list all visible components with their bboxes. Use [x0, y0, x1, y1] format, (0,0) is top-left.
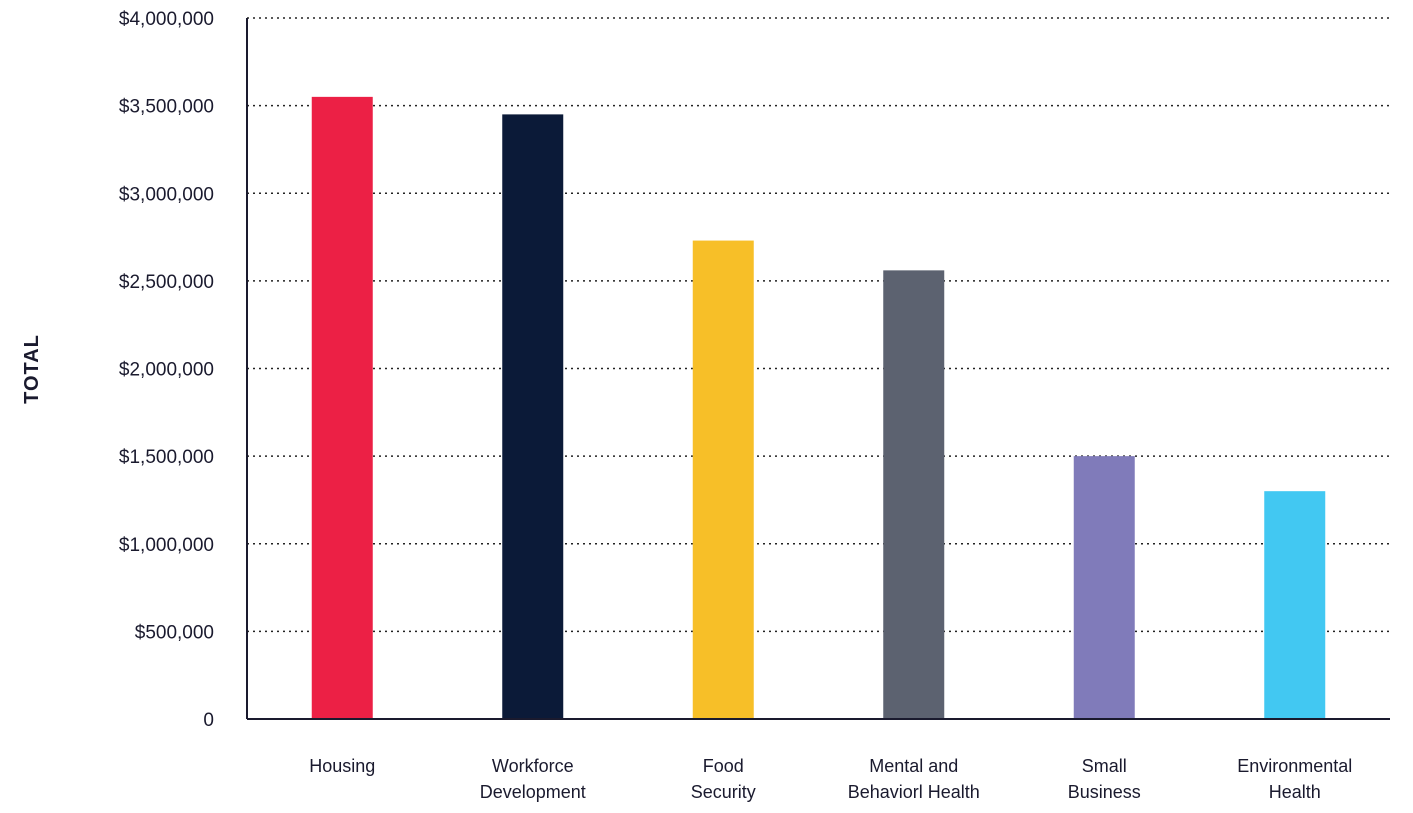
y-tick-label: 0 — [203, 710, 214, 731]
bars — [311, 96, 1326, 720]
y-tick-label: $3,000,000 — [119, 184, 214, 205]
x-category-label: Environmental Health — [1237, 756, 1352, 802]
gridlines — [247, 17, 1390, 633]
x-category-label: Food Security — [691, 756, 756, 802]
x-category-label: Small Business — [1068, 756, 1141, 802]
y-tick-label: $1,500,000 — [119, 447, 214, 468]
bar — [502, 114, 564, 719]
x-category-label: Workforce Development — [480, 756, 586, 802]
y-tick-label: $2,500,000 — [119, 272, 214, 293]
y-tick-label: $1,000,000 — [119, 535, 214, 556]
y-tick-label: $4,000,000 — [119, 9, 214, 30]
bar — [692, 240, 754, 719]
x-category-label: Mental and Behaviorl Health — [848, 756, 980, 802]
y-axis-title: TOTAL — [21, 334, 43, 404]
bar — [883, 270, 945, 719]
y-tick-label: $3,500,000 — [119, 97, 214, 118]
bar — [1264, 491, 1326, 719]
y-tick-labels: 0 $500,000 $1,000,000 $1,500,000 $2,000,000 $… — [119, 9, 214, 731]
x-category-label: Housing — [309, 756, 375, 776]
y-tick-label: $500,000 — [135, 622, 214, 643]
x-category-labels: Housing Workforce Development Food Security M… — [309, 756, 1352, 802]
bar — [1073, 456, 1135, 719]
y-tick-label: $2,000,000 — [119, 360, 214, 381]
bar — [311, 96, 373, 720]
axes — [246, 18, 1390, 720]
